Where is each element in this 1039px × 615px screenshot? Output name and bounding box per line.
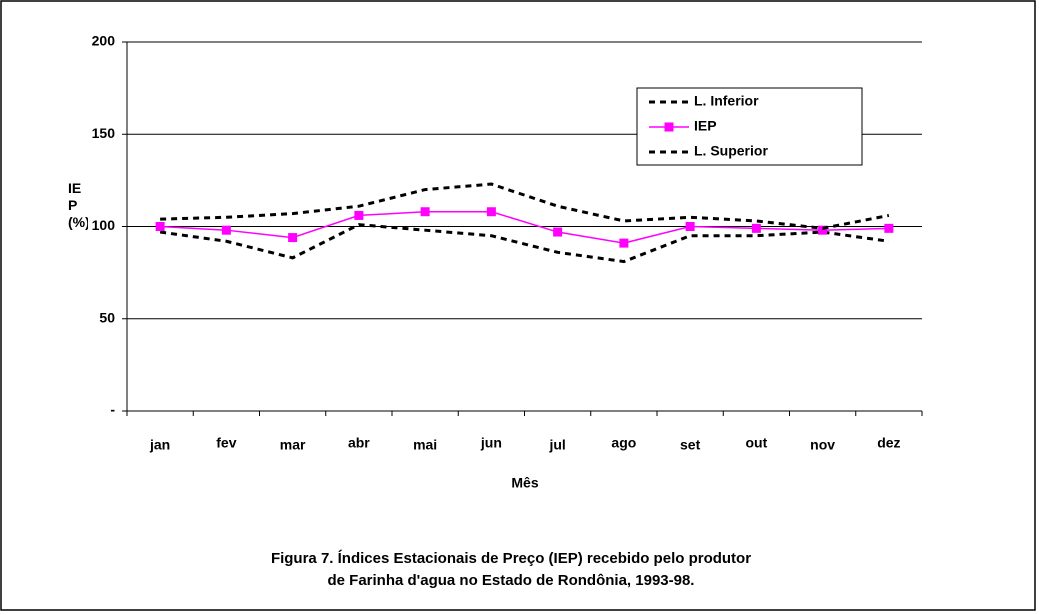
y-tick-label: 200 <box>92 33 116 49</box>
y-tick-label: 50 <box>99 309 115 325</box>
series-marker <box>486 207 496 217</box>
legend-label: IEP <box>694 118 717 134</box>
legend-marker <box>664 122 674 132</box>
series-marker <box>354 210 364 220</box>
caption-line: Figura 7. Índices Estacionais de Preço (… <box>271 550 751 567</box>
series-marker <box>221 225 231 235</box>
series-marker <box>818 225 828 235</box>
y-tick-label: 150 <box>92 125 116 141</box>
series-marker <box>884 223 894 233</box>
series-marker <box>420 207 430 217</box>
series-marker <box>155 222 165 231</box>
x-tick-label: jun <box>480 435 502 451</box>
series-marker <box>685 222 695 231</box>
series-marker <box>288 233 298 243</box>
y-tick-label: 100 <box>92 217 116 233</box>
y-axis-title: IEP (%) <box>68 180 88 230</box>
x-tick-label: dez <box>877 435 900 451</box>
caption-line: de Farinha d'agua no Estado de Rondônia,… <box>328 572 695 589</box>
series-line <box>160 182 890 230</box>
x-axis-title: Mês <box>511 475 538 491</box>
series-line <box>160 210 889 244</box>
x-tick-label: abr <box>348 435 370 451</box>
x-tick-label: ago <box>611 435 636 451</box>
series-marker <box>553 227 563 237</box>
series-marker <box>751 223 761 233</box>
series-line <box>159 223 890 264</box>
x-tick-label: jul <box>548 437 565 453</box>
y-tick-label: - <box>110 402 115 418</box>
x-tick-label: mar <box>280 437 306 453</box>
x-tick-label: jan <box>149 437 170 453</box>
x-tick-label: fev <box>216 435 236 451</box>
legend-label: L. Inferior <box>694 93 759 109</box>
x-tick-label: out <box>745 435 767 451</box>
x-tick-label: nov <box>810 437 835 453</box>
series-marker <box>619 238 629 248</box>
legend-label: L. Superior <box>694 143 768 159</box>
x-tick-label: set <box>680 437 701 453</box>
x-tick-label: mai <box>413 437 437 453</box>
